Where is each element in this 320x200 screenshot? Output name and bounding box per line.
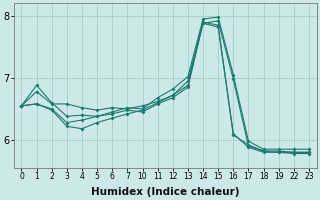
X-axis label: Humidex (Indice chaleur): Humidex (Indice chaleur): [91, 187, 239, 197]
